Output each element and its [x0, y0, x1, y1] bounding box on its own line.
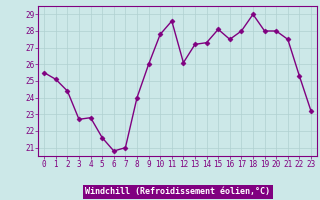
- Text: Windchill (Refroidissement éolien,°C): Windchill (Refroidissement éolien,°C): [85, 187, 270, 196]
